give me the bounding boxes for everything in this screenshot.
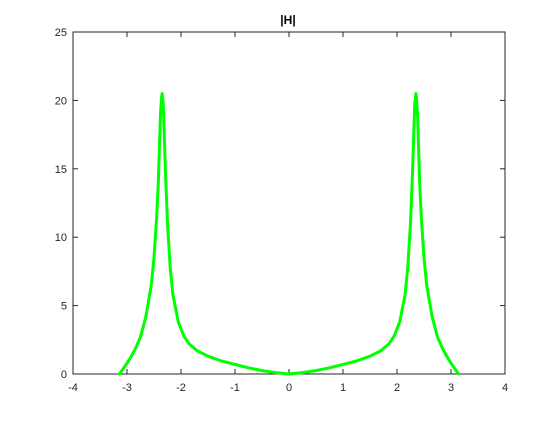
data-point [162, 102, 164, 104]
data-point [398, 321, 401, 323]
data-point [369, 355, 371, 358]
data-point [247, 367, 250, 369]
y-tick-label: 15 [55, 164, 67, 176]
data-point [301, 371, 304, 374]
data-point [118, 373, 121, 375]
data-point [380, 349, 382, 352]
plot-area: -4 -3 -2 -1 0 1 2 3 4 0 5 10 15 20 25 [55, 27, 508, 394]
x-tick-label: 0 [286, 382, 292, 394]
data-point [123, 366, 126, 368]
data-point [342, 363, 344, 366]
data-point [420, 215, 423, 218]
data-point [161, 92, 163, 95]
y-tick-label: 25 [55, 27, 67, 39]
data-point [182, 334, 185, 337]
data-point [328, 367, 331, 369]
data-point [158, 147, 161, 150]
data-point [128, 358, 131, 360]
y-tick-label: 0 [61, 369, 67, 381]
data-point [150, 284, 153, 286]
data-point [169, 266, 171, 269]
data-point [160, 96, 163, 99]
data-point [188, 343, 190, 345]
y-tick-label: 20 [55, 95, 67, 107]
data-point [431, 315, 433, 318]
x-tick-label: -2 [176, 382, 186, 394]
data-point [412, 133, 415, 136]
data-point [163, 133, 166, 136]
data-point [411, 168, 414, 170]
data-point [159, 113, 162, 115]
data-point [177, 321, 180, 323]
data-point [425, 284, 428, 286]
data-point [134, 348, 136, 351]
x-tick-label: 3 [448, 382, 454, 394]
data-point [207, 355, 209, 358]
data-point [196, 349, 198, 352]
data-point [315, 369, 317, 372]
series-points-0 [118, 92, 460, 375]
x-tick-label: -3 [122, 382, 132, 394]
data-point [261, 369, 263, 372]
x-tick-label: 2 [394, 382, 400, 394]
data-point [388, 343, 390, 345]
data-point [457, 373, 460, 375]
data-point [166, 222, 169, 225]
data-point [417, 147, 420, 150]
data-point [447, 358, 450, 360]
x-tick-label: 4 [502, 382, 508, 394]
data-point [414, 102, 416, 104]
data-point [404, 293, 406, 296]
data-point [172, 293, 174, 296]
data-point [442, 348, 444, 351]
data-point [145, 315, 147, 318]
data-point [155, 215, 158, 218]
x-tick-label: -4 [68, 382, 78, 394]
data-point [355, 360, 358, 362]
data-point [415, 96, 418, 99]
data-point [220, 360, 223, 362]
data-point [274, 371, 277, 374]
data-point [153, 256, 155, 259]
data-point [288, 373, 290, 375]
data-point [409, 222, 412, 225]
y-tick-label: 5 [61, 301, 67, 313]
x-tick-label: -1 [230, 382, 240, 394]
chart-title: |H| [280, 13, 295, 27]
data-point [164, 168, 167, 170]
data-point [418, 181, 421, 184]
data-point [416, 113, 419, 115]
data-point [393, 334, 396, 337]
data-point [423, 256, 425, 259]
data-point [157, 181, 160, 184]
data-point [234, 363, 236, 366]
data-point [415, 92, 417, 95]
data-point [407, 266, 409, 269]
data-point [452, 366, 455, 368]
data-point [436, 336, 439, 338]
x-tick-label: 1 [340, 382, 346, 394]
data-point [139, 336, 142, 338]
y-tick-label: 10 [55, 232, 67, 244]
